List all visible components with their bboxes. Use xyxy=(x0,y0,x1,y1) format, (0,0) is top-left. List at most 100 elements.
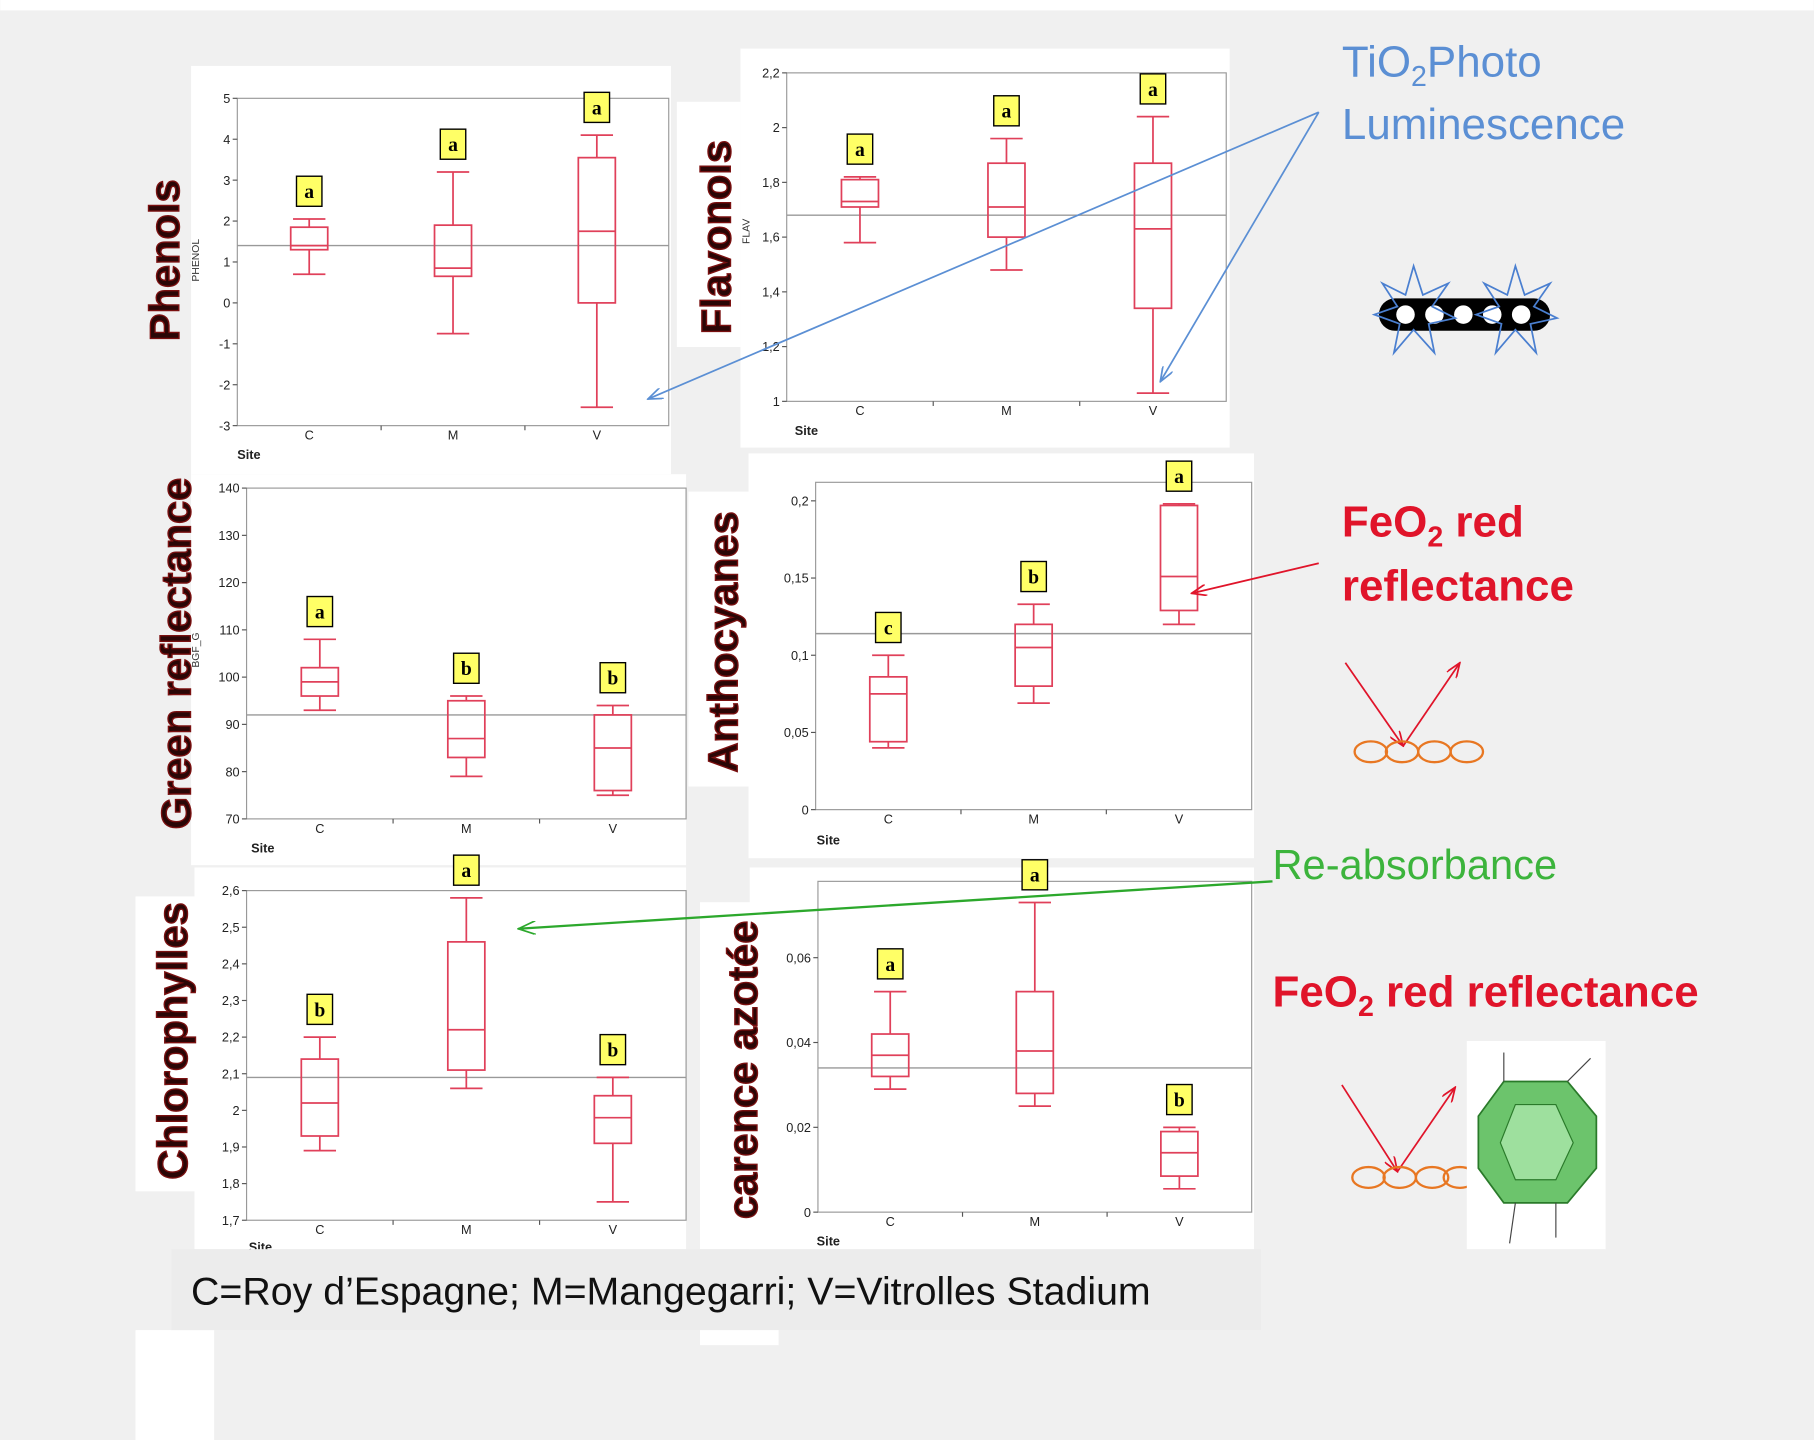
y-tick-label: 5 xyxy=(223,91,230,106)
y-tick-label: 0,05 xyxy=(784,725,809,740)
annotation: TiO2Photo xyxy=(1342,37,1542,93)
group-box xyxy=(1021,859,1049,891)
group-box xyxy=(1165,460,1193,492)
box xyxy=(1015,990,1055,1095)
x-tick-label: M xyxy=(461,821,472,836)
y-tick-label: 1,9 xyxy=(222,1140,240,1155)
y-tick-label: 0,1 xyxy=(791,648,809,663)
x-tick-label: V xyxy=(593,428,602,443)
annotation: FeO2 red xyxy=(1342,498,1524,554)
group-label: a xyxy=(304,181,314,203)
x-tick-label: V xyxy=(609,821,618,836)
y-tick-label: -3 xyxy=(219,418,230,433)
group-label: a xyxy=(315,601,325,623)
box xyxy=(433,224,473,278)
x-tick-label: M xyxy=(1030,1214,1041,1229)
x-axis-label: Site xyxy=(817,1234,840,1249)
plot-frame xyxy=(815,481,1253,811)
y-axis-label: FLAV xyxy=(742,219,753,244)
box xyxy=(446,941,486,1071)
group-box xyxy=(306,993,334,1026)
box xyxy=(868,675,908,743)
box xyxy=(593,714,633,792)
box xyxy=(300,1058,340,1137)
y-tick-label: 1,8 xyxy=(222,1176,240,1191)
plot-frame xyxy=(245,890,687,1221)
y-tick-label: -2 xyxy=(219,377,230,392)
x-tick-label: C xyxy=(315,1222,324,1237)
subscript: 2 xyxy=(1411,61,1427,93)
group-box xyxy=(599,661,627,694)
group-label: b xyxy=(607,1040,618,1062)
title-bg xyxy=(688,491,764,787)
group-box xyxy=(439,128,467,160)
x-tick-label: C xyxy=(886,1214,895,1229)
charts: -3-2-1012345PhenolsPHENOLSiteCaMaVa11,21… xyxy=(135,48,1254,1254)
y-tick-label: 0,04 xyxy=(786,1035,811,1050)
group-label: b xyxy=(314,999,325,1021)
y-tick-label: 3 xyxy=(223,173,230,188)
reflection-diagram xyxy=(1344,663,1485,764)
y-tick-label: 0,06 xyxy=(786,950,811,965)
title-bg xyxy=(135,896,215,1192)
top-strip xyxy=(0,0,1814,11)
title-bg xyxy=(699,902,779,1250)
y-tick-label: 2 xyxy=(233,1103,240,1118)
y-tick-label: 140 xyxy=(218,481,239,496)
footer-box xyxy=(171,1249,1261,1331)
nanoparticle-icon xyxy=(1371,263,1560,356)
annotation-text: red reflectance xyxy=(1374,967,1699,1016)
chlorophyll-molecule xyxy=(1466,1040,1606,1250)
y-tick-label: 1 xyxy=(223,255,230,270)
box xyxy=(289,226,329,251)
chart: -3 -2 -1 0 1 2 3 4 5 Phenols PHENOL Site Ca Ma Va xyxy=(140,65,672,475)
y-tick-label: 2 xyxy=(773,120,780,135)
group-label: b xyxy=(1174,1090,1185,1112)
arrow xyxy=(1160,111,1320,381)
annotation-text: red xyxy=(1443,498,1524,547)
chart-title: Flavonols xyxy=(693,140,740,334)
group-box xyxy=(874,611,902,644)
group-box xyxy=(295,175,323,207)
group-box xyxy=(583,91,611,124)
y-tick-label: 0 xyxy=(223,296,230,311)
x-tick-label: C xyxy=(855,403,864,418)
annotation: Luminescence xyxy=(1342,100,1625,149)
annotation-text: TiO xyxy=(1342,37,1411,86)
x-tick-label: C xyxy=(315,821,324,836)
group-box xyxy=(452,854,480,886)
group-box xyxy=(452,652,480,684)
y-tick-label: 1,6 xyxy=(762,230,780,245)
annotation: FeO2 red reflectance xyxy=(1272,967,1698,1023)
arrow xyxy=(648,111,1320,399)
x-axis-label: Site xyxy=(795,423,818,438)
arrow xyxy=(518,880,1273,928)
chart: 70 80 90 100 110 120 130 140 Green reflectanceBG… xyxy=(152,474,687,866)
y-tick-label: 80 xyxy=(225,764,239,779)
subscript: 2 xyxy=(1427,521,1443,553)
group-label: b xyxy=(607,668,618,690)
footer: C=Roy d’Espagne; M=Mangegarri; V=Vitroll… xyxy=(191,1270,1151,1314)
y-tick-label: 1,7 xyxy=(222,1213,240,1228)
x-tick-label: V xyxy=(1175,1214,1184,1229)
group-label: a xyxy=(1174,466,1184,488)
y-tick-label: 110 xyxy=(219,622,239,637)
x-tick-label: M xyxy=(1001,403,1012,418)
plot-frame xyxy=(245,487,687,820)
box xyxy=(1014,623,1054,687)
y-axis-label: BGF_G xyxy=(191,632,202,667)
y-tick-label: 2,2 xyxy=(762,65,780,80)
panel xyxy=(740,48,1230,448)
box xyxy=(1133,162,1173,310)
y-tick-label: 90 xyxy=(225,717,239,732)
y-tick-label: 0,2 xyxy=(791,493,809,508)
y-tick-label: 0 xyxy=(802,802,809,817)
group-label: a xyxy=(885,954,895,976)
y-tick-label: 70 xyxy=(225,812,239,827)
x-axis-label: Site xyxy=(237,447,260,462)
chart-title: carence azotée xyxy=(719,921,766,1220)
x-tick-label: C xyxy=(305,428,314,443)
box xyxy=(446,699,486,759)
